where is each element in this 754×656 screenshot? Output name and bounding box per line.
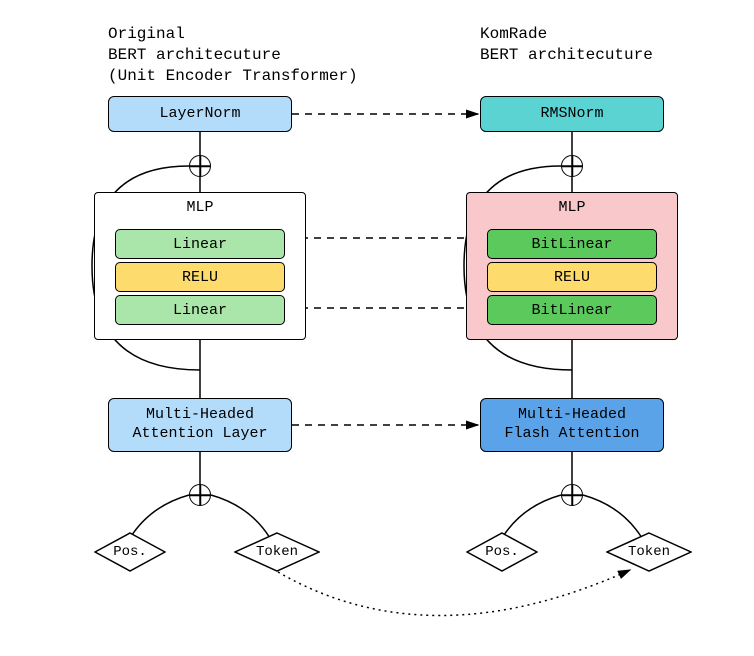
right-mlp-container: MLP BitLinear RELU BitLinear bbox=[466, 192, 678, 340]
left-title-l1: Original bbox=[108, 24, 358, 45]
left-title: Original BERT architecuture (Unit Encode… bbox=[108, 24, 358, 86]
left-mlp-container: MLP Linear RELU Linear bbox=[94, 192, 306, 340]
right-norm-box: RMSNorm bbox=[480, 96, 664, 132]
left-add-2-icon bbox=[189, 484, 211, 506]
left-norm-box: LayerNorm bbox=[108, 96, 292, 132]
right-mlp-relu: RELU bbox=[487, 262, 657, 292]
right-pos-label: Pos. bbox=[485, 544, 519, 560]
left-pos-label: Pos. bbox=[113, 544, 147, 560]
left-title-l2: BERT architecuture bbox=[108, 45, 358, 66]
left-token-label: Token bbox=[256, 544, 298, 560]
left-token-diamond: Token bbox=[234, 532, 320, 572]
right-attention-box: Multi-Headed Flash Attention bbox=[480, 398, 664, 452]
right-mlp-relu-label: RELU bbox=[554, 269, 590, 286]
left-title-l3: (Unit Encoder Transformer) bbox=[108, 66, 358, 87]
right-mlp-label: MLP bbox=[558, 199, 585, 216]
right-add-1-icon bbox=[561, 155, 583, 177]
right-token-label: Token bbox=[628, 544, 670, 560]
right-mlp-bitlinear-bot-label: BitLinear bbox=[531, 302, 612, 319]
right-attn-l1: Multi-Headed bbox=[504, 406, 639, 425]
left-attn-l2: Attention Layer bbox=[132, 425, 267, 444]
left-norm-label: LayerNorm bbox=[159, 105, 240, 124]
right-add-2-icon bbox=[561, 484, 583, 506]
right-title-l1: KomRade bbox=[480, 24, 653, 45]
left-add-1-icon bbox=[189, 155, 211, 177]
left-pos-diamond: Pos. bbox=[94, 532, 166, 572]
right-mlp-bitlinear-top: BitLinear bbox=[487, 229, 657, 259]
left-mlp-label: MLP bbox=[186, 199, 213, 216]
left-mlp-linear-bot-label: Linear bbox=[173, 302, 227, 319]
left-mlp-relu-label: RELU bbox=[182, 269, 218, 286]
left-mlp-linear-top: Linear bbox=[115, 229, 285, 259]
right-norm-label: RMSNorm bbox=[540, 105, 603, 124]
right-pos-diamond: Pos. bbox=[466, 532, 538, 572]
right-title: KomRade BERT architecuture bbox=[480, 24, 653, 66]
right-token-diamond: Token bbox=[606, 532, 692, 572]
right-mlp-bitlinear-top-label: BitLinear bbox=[531, 236, 612, 253]
left-mlp-linear-top-label: Linear bbox=[173, 236, 227, 253]
right-attn-l2: Flash Attention bbox=[504, 425, 639, 444]
left-mlp-relu: RELU bbox=[115, 262, 285, 292]
left-attn-l1: Multi-Headed bbox=[132, 406, 267, 425]
right-mlp-bitlinear-bot: BitLinear bbox=[487, 295, 657, 325]
left-attention-box: Multi-Headed Attention Layer bbox=[108, 398, 292, 452]
right-title-l2: BERT architecuture bbox=[480, 45, 653, 66]
left-mlp-linear-bot: Linear bbox=[115, 295, 285, 325]
